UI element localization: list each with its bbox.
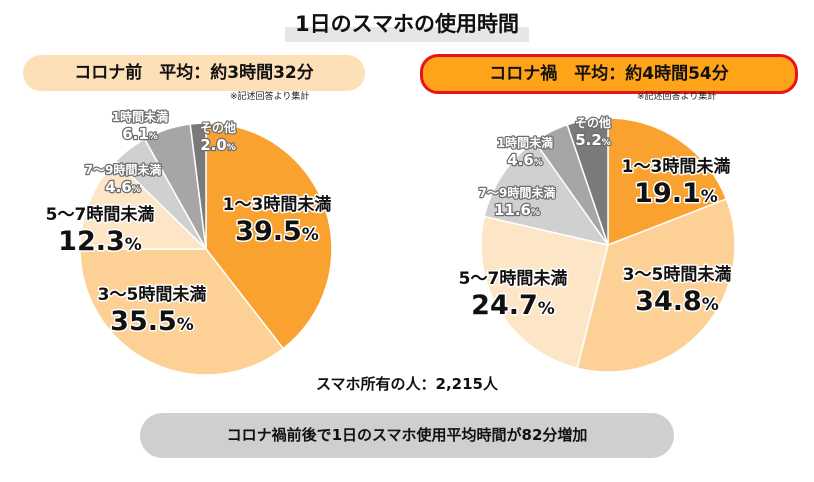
slice-value-1to3: 39.5%	[235, 216, 319, 247]
slice-label-under1: 1時間未満	[112, 109, 168, 124]
slice-label-7to9: 7～9時間未満	[479, 185, 556, 200]
slice-value-under1: 6.1%	[122, 125, 158, 143]
pie-slice-7to9	[483, 140, 610, 247]
note-after: ※記述回答より集計	[637, 92, 717, 102]
slice-value-under1: 4.6%	[507, 151, 543, 169]
pie-slice-3to5	[576, 198, 736, 373]
slice-label-7to9: 7～9時間未満	[85, 162, 162, 177]
header-before: コロナ前 平均：約3時間32分	[23, 55, 365, 91]
slice-value-other: 5.2%	[575, 131, 611, 149]
slice-label-under1: 1時間未満	[497, 135, 553, 150]
slice-value-5to7: 24.7%	[471, 290, 555, 321]
slice-label-3to5: 3～5時間未満	[98, 284, 207, 305]
slice-label-5to7: 5～7時間未満	[459, 268, 568, 289]
slice-value-1to3: 19.1%	[634, 178, 718, 209]
slice-value-7to9: 11.6%	[494, 201, 540, 219]
slice-label-1to3: 1～3時間未満	[622, 156, 731, 177]
slice-label-other: その他	[575, 115, 611, 130]
slice-value-3to5: 34.8%	[635, 286, 719, 317]
pie-slice-1to3	[607, 117, 728, 247]
pie-slice-other	[189, 122, 207, 250]
slice-value-5to7: 12.3%	[58, 226, 142, 257]
slice-label-1to3: 1～3時間未満	[223, 194, 332, 215]
slice-label-3to5: 3～5時間未満	[623, 264, 732, 285]
summary-banner: コロナ禍前後で1日のスマホ使用平均時間が82分増加	[140, 413, 674, 458]
pie-slice-1to3	[205, 122, 333, 350]
header-after: コロナ禍 平均：約4時間54分	[420, 54, 798, 94]
slice-value-7to9: 4.6%	[105, 178, 141, 196]
slice-value-3to5: 35.5%	[110, 306, 194, 337]
owner-count: スマホ所有の人：2,215人	[316, 375, 498, 393]
slice-value-other: 2.0%	[200, 136, 236, 154]
pie-slice-5to7	[480, 215, 609, 370]
page-title: 1日のスマホの使用時間	[285, 6, 529, 42]
slice-label-5to7: 5～7時間未満	[46, 204, 155, 225]
title-container: 1日のスマホの使用時間	[0, 6, 814, 42]
pie-slice-5to7	[79, 159, 208, 250]
slice-label-other: その他	[200, 120, 236, 135]
pie-slice-3to5	[79, 248, 285, 376]
note-before: ※記述回答より集計	[230, 92, 310, 102]
pie-slice-other	[566, 117, 609, 246]
